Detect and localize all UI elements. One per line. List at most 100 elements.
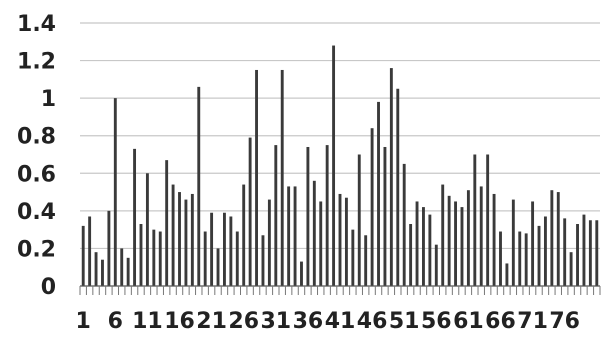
x-tick-label: 31: [260, 309, 291, 334]
x-axis: [79, 285, 601, 295]
bar: [81, 225, 85, 286]
bar: [113, 98, 117, 287]
x-tick-label: 1: [76, 309, 91, 334]
bar: [274, 145, 278, 286]
y-tick-label: 0.8: [17, 125, 56, 150]
bar: [255, 69, 258, 286]
bar: [364, 235, 368, 286]
bar: [409, 224, 413, 286]
bar: [588, 220, 592, 286]
bar: [344, 197, 348, 286]
bar: [595, 220, 599, 286]
bar: [479, 186, 483, 286]
y-tick-label: 0.4: [17, 200, 56, 225]
bars: [81, 45, 599, 287]
bar: [120, 248, 124, 286]
x-tick-label: 56: [421, 309, 452, 334]
bar: [338, 193, 342, 286]
bar: [184, 199, 188, 286]
x-tick-label: 21: [196, 309, 227, 334]
bar: [383, 146, 387, 286]
bar: [492, 193, 496, 286]
x-tick-label: 66: [485, 309, 516, 334]
bar: [145, 173, 149, 286]
bar: [466, 190, 470, 286]
bar: [178, 192, 181, 286]
x-tick-label: 36: [293, 309, 324, 334]
bar: [126, 257, 130, 286]
bar: [325, 145, 329, 286]
bar: [94, 252, 98, 286]
bar: [203, 231, 207, 286]
bar: [287, 186, 291, 286]
x-tick-label: 16: [164, 309, 195, 334]
bar: [267, 199, 271, 286]
x-tick-label: 61: [453, 309, 484, 334]
bar: [511, 199, 515, 286]
bar: [556, 192, 560, 286]
x-tick-label: 51: [389, 309, 420, 334]
x-tick-label: 6: [108, 309, 123, 334]
bar: [152, 229, 156, 286]
bar: [543, 216, 547, 286]
bar: [377, 101, 380, 287]
x-tick-label: 11: [132, 309, 163, 334]
bar: [422, 207, 425, 286]
bar: [332, 45, 336, 286]
bar: [261, 235, 265, 286]
y-tick-label: 0.2: [17, 237, 56, 262]
bar: [242, 184, 246, 286]
y-tick-label: 0.6: [17, 162, 56, 187]
bar: [415, 201, 419, 286]
bar: [139, 224, 143, 286]
y-tick-label: 1.2: [17, 50, 56, 75]
bar: [550, 190, 554, 286]
bar: [569, 252, 573, 286]
bar: [402, 163, 406, 286]
bar: [447, 195, 451, 286]
bar: [518, 231, 522, 286]
bar: [306, 146, 310, 286]
bar: [280, 69, 284, 286]
bar: [582, 214, 586, 286]
y-tick-label: 0: [41, 275, 56, 300]
bar: [460, 207, 464, 286]
bar: [300, 261, 303, 286]
x-tick-label: 41: [325, 309, 356, 334]
bar: [473, 154, 477, 286]
bar: [531, 201, 535, 286]
bar: [396, 88, 400, 286]
bar: [210, 212, 214, 286]
bar: [235, 231, 239, 286]
x-tick-label: 26: [228, 309, 259, 334]
bar: [223, 212, 226, 286]
bar: [101, 259, 104, 286]
bar: [248, 137, 252, 286]
bar: [357, 154, 361, 286]
bar: [165, 160, 169, 286]
y-axis-tick-labels: 0 0.2 0.4 0.6 0.8 1 1.2 1.4: [17, 12, 56, 300]
y-tick-label: 1: [41, 87, 56, 112]
bar: [293, 186, 297, 286]
bar: [197, 86, 201, 286]
bar: [505, 263, 509, 286]
bar: [351, 229, 355, 286]
bar: [499, 231, 502, 286]
bar: [107, 210, 111, 286]
bar: [133, 148, 137, 286]
bar: [576, 224, 579, 286]
bar: [158, 231, 162, 286]
bar: [537, 225, 541, 286]
bar: [370, 128, 374, 286]
bar: [428, 214, 432, 286]
bar: [319, 201, 323, 286]
x-tick-label: 71: [517, 309, 548, 334]
x-tick-label: 46: [357, 309, 388, 334]
bar: [524, 233, 528, 286]
bar: [88, 216, 92, 286]
bar: [171, 184, 175, 286]
bar: [563, 218, 567, 286]
bar: [486, 154, 490, 286]
